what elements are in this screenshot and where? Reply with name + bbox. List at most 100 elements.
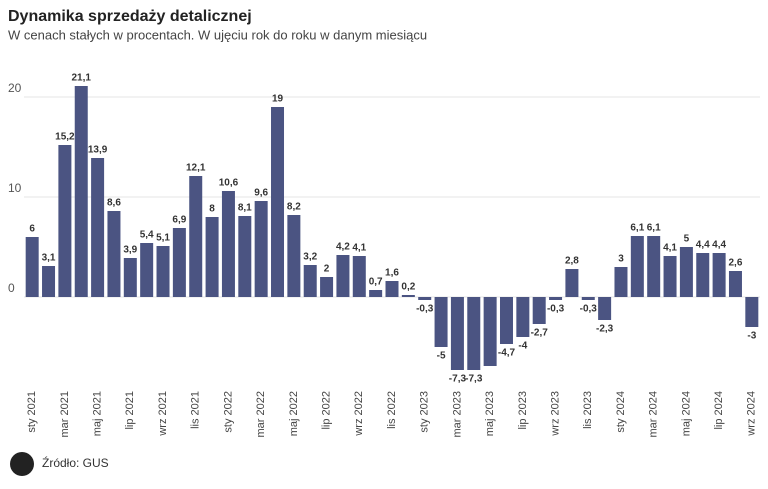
value-label: -3 bbox=[747, 331, 756, 342]
bar bbox=[352, 256, 366, 297]
value-label: 12,1 bbox=[186, 163, 206, 174]
value-label: 6,1 bbox=[647, 223, 661, 234]
bar bbox=[336, 255, 350, 297]
x-tick-label: sty 2024 bbox=[615, 391, 627, 433]
value-label: 21,1 bbox=[72, 73, 92, 84]
value-label: 15,2 bbox=[55, 132, 75, 143]
x-tick-label: lis 2021 bbox=[190, 391, 202, 429]
bar bbox=[221, 191, 235, 297]
bar bbox=[303, 265, 317, 297]
x-tick-label: wrz 2022 bbox=[353, 391, 365, 437]
x-tick-label: maj 2021 bbox=[92, 391, 104, 436]
bar bbox=[254, 201, 268, 297]
bar bbox=[467, 297, 481, 370]
bar bbox=[516, 297, 530, 337]
value-label: 9,6 bbox=[254, 188, 268, 199]
value-label: 4,1 bbox=[352, 243, 366, 254]
value-label: 0,7 bbox=[369, 277, 383, 288]
value-label: -2,7 bbox=[531, 328, 549, 339]
value-label: 2,6 bbox=[729, 258, 743, 269]
bar bbox=[581, 297, 595, 300]
bar bbox=[287, 215, 301, 297]
x-tick-label: mar 2021 bbox=[59, 391, 71, 437]
value-label: 10,6 bbox=[219, 178, 239, 189]
value-label: -4 bbox=[518, 341, 527, 352]
bar bbox=[385, 281, 399, 297]
x-tick-label: wrz 2023 bbox=[549, 391, 561, 437]
x-tick-label: wrz 2021 bbox=[157, 391, 169, 437]
bar bbox=[565, 269, 579, 297]
value-label: 3,9 bbox=[123, 245, 137, 256]
bar bbox=[156, 246, 170, 297]
bar bbox=[271, 107, 285, 297]
bar bbox=[598, 297, 612, 320]
bar bbox=[434, 297, 448, 347]
value-label: 8 bbox=[209, 204, 215, 215]
bar bbox=[712, 253, 726, 297]
bar bbox=[369, 290, 383, 297]
value-label: 6 bbox=[29, 224, 35, 235]
bar bbox=[58, 145, 72, 297]
bar bbox=[728, 271, 742, 297]
y-tick-label: 10 bbox=[8, 181, 22, 195]
bar bbox=[172, 228, 186, 297]
value-label: 8,1 bbox=[238, 203, 252, 214]
value-label: 19 bbox=[272, 94, 284, 105]
value-label: 6,9 bbox=[172, 215, 186, 226]
bar bbox=[499, 297, 513, 344]
value-label: 4,2 bbox=[336, 242, 350, 253]
value-label: 1,6 bbox=[385, 268, 399, 279]
bar bbox=[107, 211, 121, 297]
value-label: 5 bbox=[684, 234, 690, 245]
value-label: 3 bbox=[618, 254, 624, 265]
bar bbox=[238, 216, 252, 297]
bar bbox=[123, 258, 137, 297]
value-label: -2,3 bbox=[596, 324, 614, 335]
x-tick-label: mar 2024 bbox=[648, 391, 660, 437]
x-tick-label: lip 2022 bbox=[320, 391, 332, 430]
source: Źródło: GUS bbox=[42, 455, 109, 470]
value-label: 2,8 bbox=[565, 256, 579, 267]
x-tick-label: sty 2023 bbox=[419, 391, 431, 433]
bar bbox=[418, 297, 432, 300]
bar bbox=[483, 297, 497, 366]
x-tick-label: maj 2023 bbox=[484, 391, 496, 436]
value-label: 4,4 bbox=[712, 240, 726, 251]
value-label: -0,3 bbox=[416, 304, 434, 315]
value-label: 2 bbox=[324, 264, 330, 275]
bar bbox=[42, 266, 56, 297]
bar bbox=[401, 295, 415, 297]
bar bbox=[696, 253, 710, 297]
chart-title: Dynamika sprzedaży detalicznej bbox=[8, 8, 252, 25]
bar bbox=[663, 256, 677, 297]
value-label: -4,7 bbox=[498, 348, 516, 359]
x-tick-label: lis 2022 bbox=[386, 391, 398, 429]
x-tick-label: lip 2024 bbox=[713, 391, 725, 430]
y-tick-label: 20 bbox=[8, 81, 22, 95]
bar bbox=[25, 237, 39, 297]
chart-subtitle: W cenach stałych w procentach. W ujęciu … bbox=[8, 27, 427, 42]
bar bbox=[745, 297, 759, 327]
value-label: 3,1 bbox=[42, 253, 56, 264]
value-label: 5,1 bbox=[156, 233, 170, 244]
x-tick-label: maj 2022 bbox=[288, 391, 300, 436]
bar bbox=[140, 243, 154, 297]
bar bbox=[205, 217, 219, 297]
bar bbox=[532, 297, 546, 324]
x-tick-label: wrz 2024 bbox=[746, 391, 758, 437]
value-label: 3,2 bbox=[303, 252, 317, 263]
bar bbox=[320, 277, 334, 297]
value-label: -0,3 bbox=[547, 304, 565, 315]
x-tick-label: lis 2023 bbox=[582, 391, 594, 429]
x-tick-label: sty 2022 bbox=[222, 391, 234, 433]
value-label: -5 bbox=[437, 351, 446, 362]
bar bbox=[549, 297, 563, 300]
x-tick-label: sty 2021 bbox=[26, 391, 38, 433]
bar bbox=[614, 267, 628, 297]
bar bbox=[74, 86, 88, 297]
value-label: 5,4 bbox=[140, 230, 154, 241]
value-label: 4,4 bbox=[696, 240, 710, 251]
value-label: 6,1 bbox=[630, 223, 644, 234]
bar bbox=[647, 236, 661, 297]
